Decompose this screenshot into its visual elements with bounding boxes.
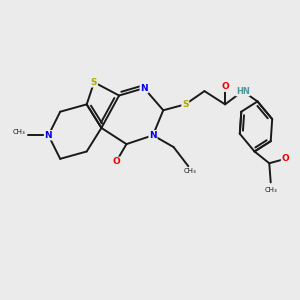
Text: N: N [149,131,157,140]
Text: CH₃: CH₃ [183,169,196,175]
Text: O: O [112,157,120,166]
Text: HN: HN [236,87,250,96]
Text: S: S [182,100,189,109]
Text: CH₃: CH₃ [264,187,277,193]
Text: S: S [91,78,97,87]
Text: N: N [45,131,52,140]
Text: CH₃: CH₃ [13,129,25,135]
Text: O: O [221,82,229,91]
Text: O: O [282,154,289,163]
Text: N: N [140,84,148,93]
